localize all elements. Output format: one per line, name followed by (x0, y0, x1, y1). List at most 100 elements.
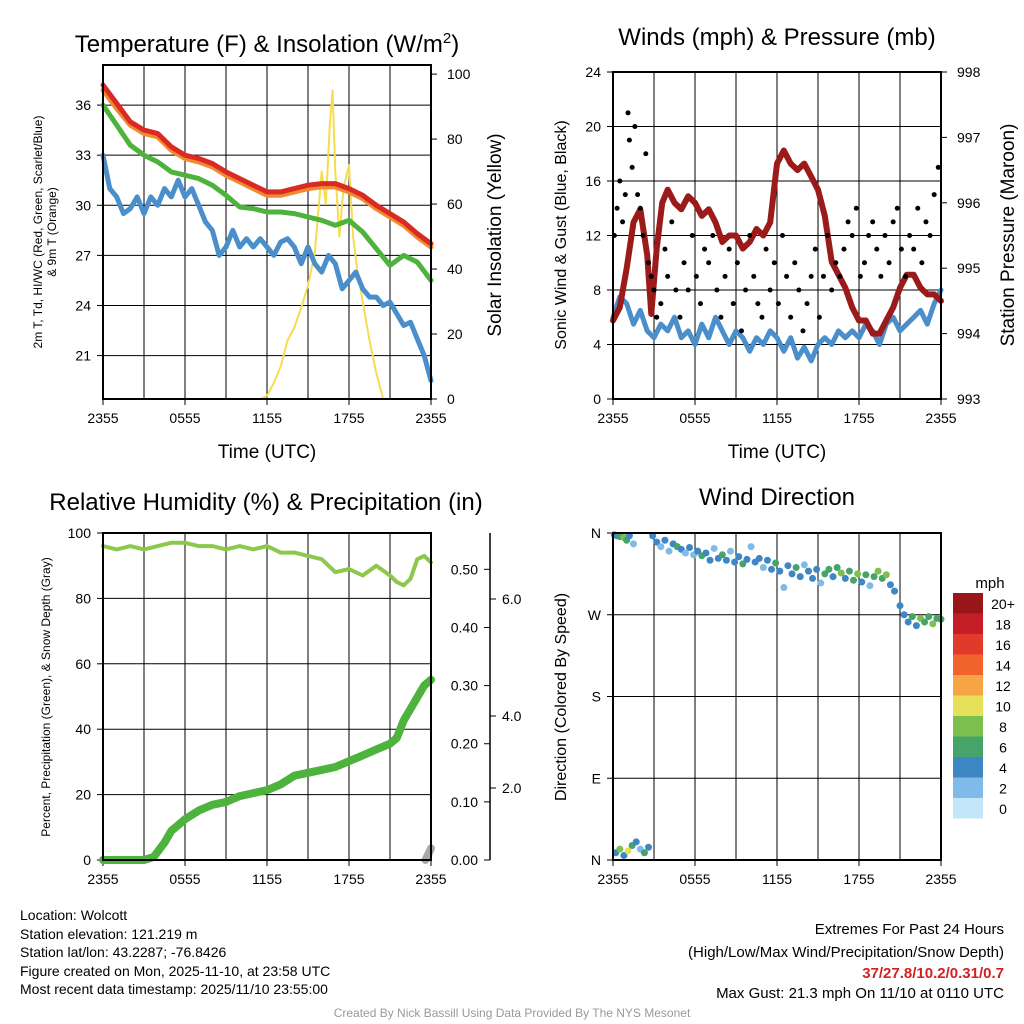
direction-point (804, 567, 812, 575)
gust-point (882, 233, 888, 238)
gust-point (714, 287, 720, 293)
direction-point (925, 613, 933, 621)
panel-title: Relative Humidity (%) & Precipitation (i… (49, 489, 482, 516)
y-axis-label-line2: & 9m T (Orange) (45, 187, 59, 277)
gust-point (775, 301, 781, 307)
gust-point (804, 301, 810, 307)
series-2m-t (100, 82, 434, 247)
y2-tick-label: 0.40 (451, 619, 478, 635)
gust-point (643, 151, 649, 157)
y-tick-label: 24 (75, 297, 91, 313)
legend-label: 14 (995, 658, 1011, 674)
direction-point (821, 570, 829, 578)
direction-point (780, 584, 788, 591)
panel-title: Temperature (F) & Insolation (W/m2) (75, 30, 459, 58)
x-tick-label: 2355 (925, 871, 956, 887)
gust-point (626, 137, 632, 143)
y2-tick-label: 100 (447, 66, 471, 82)
direction-point (882, 571, 890, 579)
x-tick-label: 1155 (762, 871, 792, 887)
y-tick-label: W (588, 607, 602, 623)
direction-point (929, 620, 937, 628)
y-tick-label: 27 (75, 247, 91, 263)
lat-lon: Station lat/lon: 43.2287; -76.8426 (20, 944, 227, 960)
x-axis-label: Time (UTC) (218, 442, 317, 463)
gust-point (857, 273, 863, 279)
y2-tick-label: 994 (957, 326, 981, 342)
series-td (100, 102, 434, 283)
y-tick-label: 36 (75, 97, 91, 113)
plot-area: 21 24 27 30 33 36 2355 0555 1155 1755 2355 (75, 65, 447, 426)
gust-point (808, 273, 814, 279)
y2-tick-label: 80 (447, 131, 463, 147)
y-axis-label: Sonic Wind & Gust (Blue, Black) (553, 120, 570, 349)
direction-point (681, 549, 689, 557)
plot-border (102, 64, 432, 400)
panel-title: Wind Direction (699, 484, 855, 511)
gust-point (907, 233, 913, 238)
gust-point (812, 246, 818, 252)
direction-point (727, 547, 735, 555)
gust-point (771, 260, 777, 266)
gust-point (870, 219, 876, 225)
gust-point (919, 260, 925, 266)
y-tick-label: 40 (75, 721, 91, 737)
x-tick-label: 2355 (925, 410, 956, 426)
max-gust: Max Gust: 21.3 mph On 11/10 at 0110 UTC (716, 985, 1004, 1002)
x-tick-label: 2355 (597, 410, 628, 426)
series-hi-wc (100, 152, 434, 384)
direction-point (870, 573, 878, 581)
gust-point (722, 273, 728, 279)
y-tick-label: 80 (75, 590, 91, 606)
gust-point (837, 273, 843, 279)
gust-point (784, 273, 790, 279)
legend-swatch (953, 736, 983, 757)
y2-axis-label: Station Pressure (Maroon) (998, 124, 1019, 347)
direction-point (665, 547, 673, 555)
y2-tick-label: 0.20 (451, 736, 478, 752)
direction-point (841, 574, 849, 582)
gust-point (693, 273, 699, 279)
gust-point (898, 246, 904, 252)
x-tick-label: 0555 (169, 410, 200, 426)
x-tick-label: 2355 (87, 871, 118, 887)
direction-point (796, 573, 804, 581)
direction-point (776, 567, 784, 575)
direction-point (645, 843, 653, 851)
series-precipitation (99, 675, 435, 864)
gust-point (726, 246, 732, 252)
direction-point (837, 569, 845, 577)
direction-point (718, 551, 726, 559)
direction-point (845, 567, 853, 575)
legend-label: 2 (999, 781, 1007, 797)
x-tick-label: 0555 (679, 410, 710, 426)
y2-tick-label: 0.00 (451, 852, 478, 868)
gust-point (689, 233, 695, 238)
x-tick-label: 2355 (597, 871, 628, 887)
direction-point (788, 570, 796, 578)
gust-point (665, 273, 671, 279)
gust-point (747, 233, 753, 238)
legend-label: 16 (995, 637, 1011, 653)
x-tick-label: 2355 (415, 871, 446, 887)
legend-swatch (953, 695, 983, 716)
direction-point (772, 559, 780, 567)
location: Location: Wolcott (20, 907, 128, 923)
y2-axis-label: Solar Insolation (Yellow) (485, 133, 506, 336)
humidity-precip-panel: Relative Humidity (%) & Precipitation (i… (39, 489, 522, 887)
direction-point (896, 602, 904, 610)
direction-point (706, 556, 714, 564)
direction-point (743, 555, 751, 563)
y-tick-label: 4 (593, 337, 601, 353)
legend-swatch (953, 675, 983, 696)
gust-point (710, 233, 716, 238)
y-tick-label: 100 (68, 525, 92, 541)
plot-area: N E S W N 2355 0555 1155 1755 2355 (588, 525, 957, 887)
gust-point (779, 233, 785, 238)
y-tick-label: S (592, 689, 601, 705)
station-info: Location: Wolcott Station elevation: 121… (20, 906, 330, 999)
direction-point (904, 618, 912, 626)
credit: Created By Nick Bassill Using Data Provi… (333, 1006, 691, 1020)
direction-point (886, 581, 894, 589)
direction-point (747, 543, 755, 551)
